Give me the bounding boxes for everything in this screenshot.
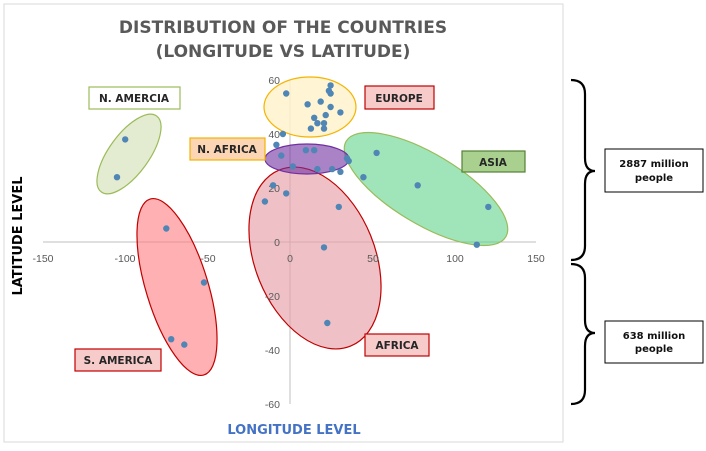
data-point bbox=[329, 165, 336, 173]
data-point bbox=[327, 90, 334, 97]
region-labels: N. AMERCIA EUROPE N. AFRICA ASIA AFRICA … bbox=[74, 85, 526, 372]
data-point bbox=[181, 341, 188, 348]
region-ellipse-n-america bbox=[96, 113, 162, 195]
data-point bbox=[273, 141, 280, 148]
y-tick-label: 60 bbox=[268, 75, 280, 87]
label-asia: ASIA bbox=[479, 157, 508, 169]
data-point bbox=[168, 336, 175, 343]
data-point bbox=[320, 125, 328, 132]
region-ellipses bbox=[96, 76, 509, 377]
label-box-europe bbox=[364, 85, 435, 110]
data-point bbox=[327, 82, 334, 89]
region-ellipse-s-america bbox=[136, 197, 218, 377]
label-n-africa: N. AFRICA bbox=[197, 144, 257, 156]
x-tick-label: 150 bbox=[527, 253, 545, 265]
x-tick-label: -100 bbox=[114, 253, 135, 265]
data-points bbox=[113, 82, 492, 348]
data-point bbox=[311, 114, 318, 122]
y-axis-title: LATITUDE LEVEL bbox=[11, 176, 26, 295]
data-point bbox=[373, 149, 380, 157]
data-point bbox=[327, 103, 334, 111]
label-s-america: S. AMERICA bbox=[84, 355, 154, 367]
population-box-lower bbox=[604, 320, 704, 364]
data-point bbox=[289, 163, 296, 170]
label-box-n-africa bbox=[189, 137, 266, 161]
population-lower-line-1: 638 million bbox=[623, 331, 685, 342]
x-tick-label: 100 bbox=[446, 253, 464, 265]
y-tick-label: 0 bbox=[274, 237, 280, 249]
y-tick-label: -40 bbox=[265, 345, 280, 357]
label-europe: EUROPE bbox=[375, 93, 423, 105]
data-point bbox=[283, 190, 290, 197]
label-box-s-america bbox=[74, 348, 162, 372]
data-point bbox=[345, 157, 352, 165]
data-point bbox=[122, 136, 129, 143]
data-point bbox=[314, 120, 321, 127]
x-tick-label: 50 bbox=[367, 253, 379, 265]
population-braces: 2887 million people 638 million people bbox=[570, 78, 704, 406]
y-tick-label: 20 bbox=[268, 183, 280, 195]
brace-upper bbox=[570, 78, 596, 262]
data-point bbox=[337, 109, 344, 116]
x-tick-label: 0 bbox=[287, 253, 293, 265]
population-upper-line-1: 2887 million bbox=[619, 159, 688, 170]
chart-title-line-2: (LONGITUDE VS LATITUDE) bbox=[156, 42, 411, 62]
y-tick-label: 40 bbox=[268, 129, 280, 141]
label-africa: AFRICA bbox=[375, 340, 419, 352]
y-tick-label: -60 bbox=[265, 399, 280, 411]
data-point bbox=[311, 147, 318, 154]
data-point bbox=[278, 152, 285, 159]
label-box-africa bbox=[364, 333, 430, 357]
data-point bbox=[307, 125, 315, 132]
data-point bbox=[322, 111, 329, 119]
tick-labels: -150 -100 -50 0 50 100 150 60 40 20 0 -2… bbox=[32, 75, 544, 411]
x-tick-label: -50 bbox=[200, 253, 215, 265]
data-point bbox=[200, 279, 208, 286]
data-point bbox=[261, 198, 269, 205]
label-box-n-america bbox=[88, 86, 181, 110]
region-ellipse-asia bbox=[343, 131, 509, 247]
data-point bbox=[317, 98, 324, 105]
chart-title-line-1: DISTRIBUTION OF THE COUNTRIES bbox=[119, 18, 447, 38]
data-point bbox=[320, 120, 328, 127]
y-tick-label: -20 bbox=[265, 291, 280, 303]
x-tick-label: -150 bbox=[32, 253, 53, 265]
data-point bbox=[269, 182, 277, 189]
data-point bbox=[335, 203, 342, 211]
label-box-asia bbox=[461, 150, 526, 173]
data-point bbox=[314, 165, 321, 173]
x-axis-title: LONGITUDE LEVEL bbox=[227, 423, 360, 438]
data-point bbox=[324, 319, 331, 327]
data-point bbox=[360, 174, 367, 181]
brace-lower bbox=[570, 262, 596, 406]
data-point bbox=[302, 147, 310, 154]
population-lower-line-2: people bbox=[635, 344, 673, 355]
data-point bbox=[414, 182, 421, 189]
data-point bbox=[320, 244, 328, 251]
data-point bbox=[337, 168, 344, 175]
data-point bbox=[473, 241, 480, 248]
data-point bbox=[279, 130, 287, 138]
label-n-america: N. AMERCIA bbox=[99, 93, 170, 105]
data-point bbox=[304, 101, 311, 108]
population-box-upper bbox=[604, 148, 704, 193]
data-point bbox=[283, 90, 290, 97]
population-upper-line-2: people bbox=[635, 173, 673, 184]
data-point bbox=[113, 174, 121, 181]
data-point bbox=[163, 225, 170, 232]
data-point bbox=[485, 203, 492, 211]
